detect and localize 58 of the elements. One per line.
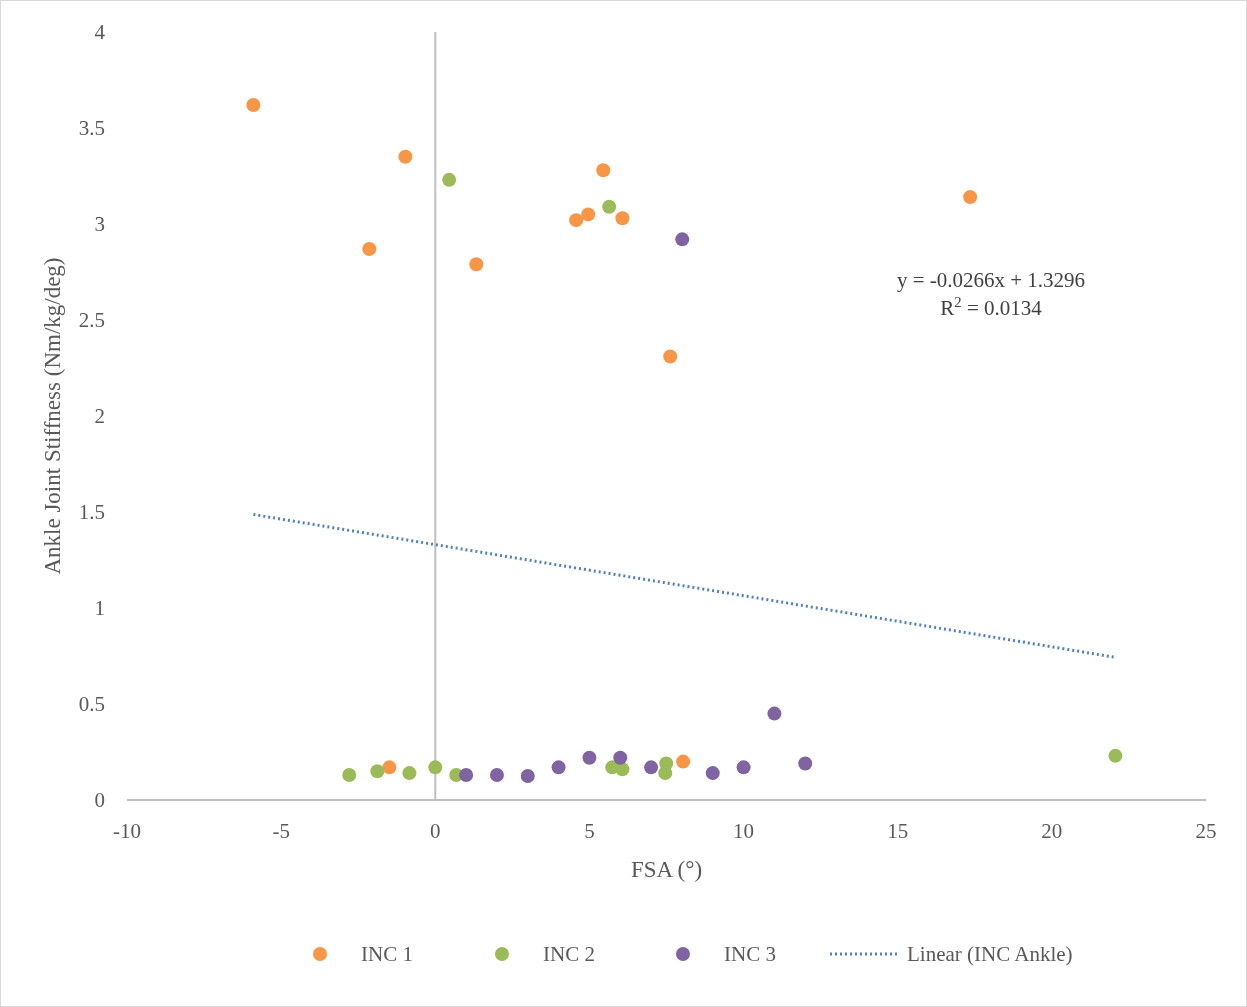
x-tick-label: 15: [887, 819, 909, 843]
y-tick-label: 2.5: [78, 308, 105, 332]
point: [551, 760, 566, 775]
x-tick-label: -5: [272, 819, 290, 843]
y-tick-label: 1.5: [78, 500, 105, 524]
point: [428, 760, 443, 775]
point: [459, 768, 474, 783]
point: [1108, 748, 1123, 763]
x-tick-label: 25: [1195, 819, 1217, 843]
annotation: R$^{2}$ = 0.0134: [940, 294, 1043, 320]
point: [246, 97, 261, 112]
point: [736, 760, 751, 775]
point: [370, 764, 385, 779]
annotation: y = -0.0266x + 1.3296: [896, 268, 1086, 292]
point: [767, 706, 782, 721]
legend-label: Linear (INC Ankle): [907, 942, 1073, 966]
point: [798, 756, 813, 771]
point: [442, 172, 457, 187]
x-tick-label: 10: [733, 819, 755, 843]
point: [658, 766, 673, 781]
point: [342, 768, 357, 783]
y-axis-title: Ankle Joint Stiffness (Nm/kg/deg): [40, 257, 65, 575]
point: [675, 232, 690, 247]
x-tick-label: 0: [430, 819, 441, 843]
x-axis-title: FSA (°): [630, 857, 703, 882]
y-tick-label: 3: [94, 212, 105, 236]
point: [582, 750, 597, 765]
y-tick-label: 4: [94, 20, 106, 44]
point: [382, 760, 397, 775]
x-tick-label: 20: [1041, 819, 1063, 843]
point: [602, 199, 617, 214]
y-tick-label: 2: [94, 404, 105, 428]
point: [469, 257, 484, 272]
point: [402, 766, 417, 781]
y-tick-label: 1: [94, 596, 105, 620]
y-tick-label: 0.5: [78, 692, 105, 716]
legend-label: INC 1: [361, 942, 413, 966]
y-tick-label: 3.5: [78, 116, 105, 140]
point: [615, 211, 630, 226]
point: [362, 241, 377, 256]
point: [676, 754, 691, 769]
point: [644, 760, 659, 775]
x-tick-label: 5: [584, 819, 595, 843]
point: [663, 349, 678, 364]
point: [613, 750, 628, 765]
point: [569, 213, 584, 228]
legend-label: INC 2: [543, 942, 595, 966]
point: [398, 149, 413, 164]
point: [489, 768, 504, 783]
x-tick-label: -10: [113, 819, 141, 843]
y-tick-label: 0: [94, 788, 105, 812]
point: [705, 766, 720, 781]
point: [615, 762, 630, 777]
point: [581, 207, 596, 222]
point: [963, 190, 978, 205]
legend-label: INC 3: [724, 942, 776, 966]
point: [520, 769, 535, 783]
point: [596, 163, 611, 178]
